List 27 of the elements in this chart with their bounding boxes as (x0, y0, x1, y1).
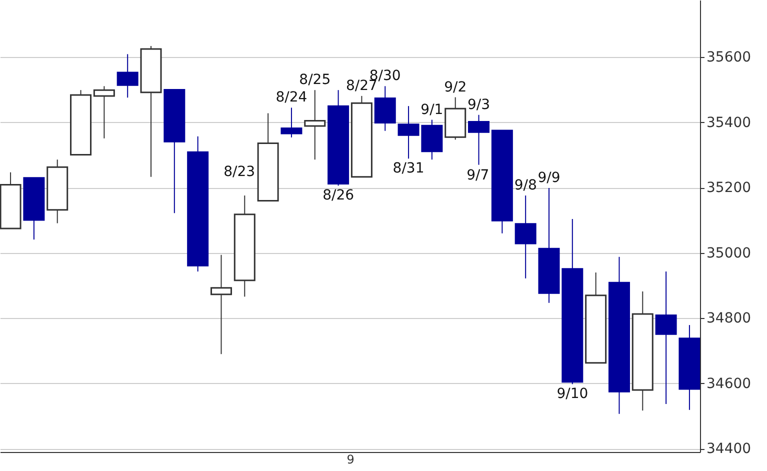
text: 8/26 (322, 188, 354, 204)
text: 9/8 (514, 177, 537, 194)
candlestick (655, 271, 677, 405)
text: 9/7 (466, 168, 490, 184)
y-tick-label: 34400 (706, 441, 752, 458)
text: 9/1 (420, 102, 444, 118)
text: 8/24 (276, 90, 308, 106)
text: 8/31 (392, 160, 424, 177)
y-tick-label: 34600 (706, 376, 752, 392)
y-tick-label: 35600 (706, 50, 752, 66)
text: 8/25 (299, 72, 331, 88)
y-tick-label: 35200 (706, 180, 752, 196)
y-tick-label: 35400 (706, 114, 752, 131)
y-tick-label: 35000 (706, 245, 752, 262)
y-tick-label: 34800 (706, 310, 752, 327)
text: 9/10 (556, 386, 588, 402)
candlestick (116, 54, 138, 98)
candlestick (210, 254, 232, 355)
x-axis-title: 9 (346, 452, 354, 466)
candlestick (468, 114, 490, 166)
candlestick (280, 107, 302, 138)
candlestick (514, 194, 536, 279)
text: 8/23 (224, 164, 256, 180)
text: 9/9 (538, 170, 560, 186)
text: 9/3 (467, 96, 490, 113)
text: 9/2 (444, 79, 467, 96)
candlestick (93, 86, 115, 139)
